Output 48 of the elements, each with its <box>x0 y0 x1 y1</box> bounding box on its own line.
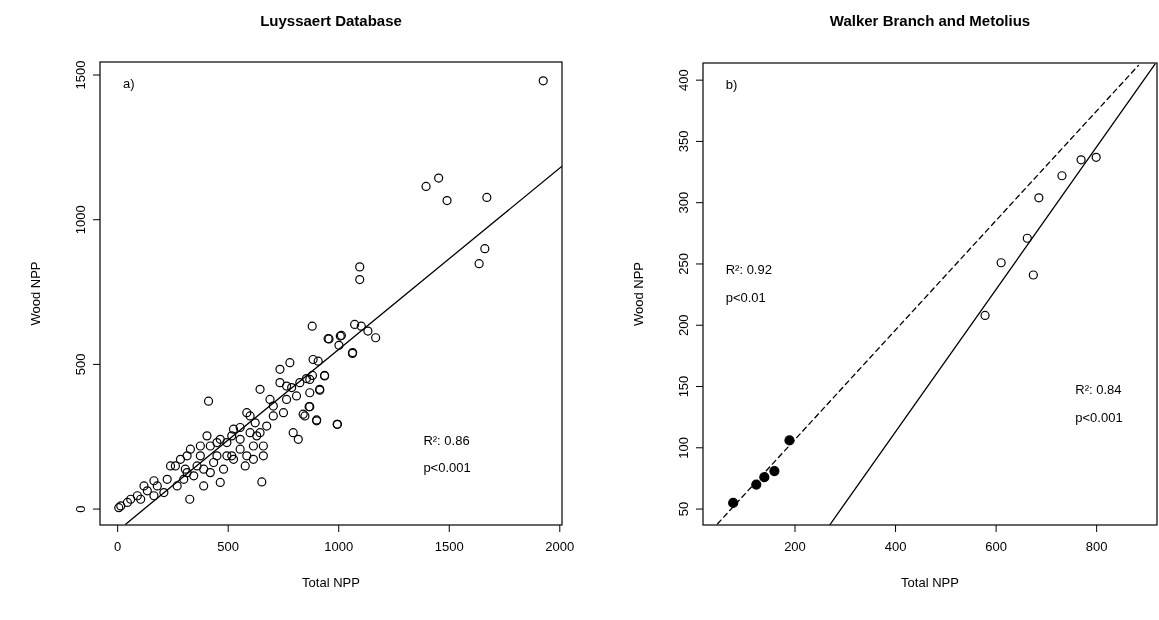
x-tick-label: 500 <box>217 539 240 554</box>
x-tick-label: 0 <box>114 539 122 554</box>
point <box>784 435 795 446</box>
y-axis-title: Wood NPP <box>631 261 646 327</box>
point <box>728 497 739 509</box>
annotation: R²: 0.84 <box>1075 382 1122 398</box>
chart-title: Walker Branch and Metolius <box>829 12 1031 29</box>
point <box>769 465 780 477</box>
x-tick-label: 1500 <box>434 539 464 554</box>
chart-title: Luyssaert Database <box>260 12 402 29</box>
point <box>1076 155 1086 165</box>
y-tick-label: 1000 <box>73 205 88 235</box>
point <box>1091 152 1101 162</box>
annotation: p<0.001 <box>423 460 471 476</box>
y-tick-label: 400 <box>676 69 691 92</box>
annotation: p<0.001 <box>1075 410 1123 426</box>
point <box>1028 270 1038 280</box>
x-tick-label: 400 <box>884 539 907 554</box>
y-tick-label: 250 <box>676 253 691 275</box>
y-tick-label: 300 <box>676 191 691 214</box>
annotation: a) <box>123 76 135 92</box>
x-tick-label: 200 <box>784 539 806 554</box>
point <box>759 472 770 483</box>
x-tick-label: 1000 <box>324 539 354 554</box>
point <box>1022 233 1032 243</box>
y-tick-label: 150 <box>676 375 691 398</box>
annotation: R²: 0.86 <box>423 433 470 449</box>
point <box>980 310 990 321</box>
x-tick-label: 600 <box>985 539 1007 554</box>
y-tick-label: 0 <box>73 505 88 513</box>
y-tick-label: 500 <box>73 353 88 376</box>
y-tick-label: 50 <box>676 501 691 517</box>
x-tick-label: 2000 <box>545 539 575 554</box>
point <box>751 479 762 490</box>
x-tick-label: 800 <box>1085 539 1108 554</box>
annotation: R²: 0.92 <box>725 262 772 278</box>
y-tick-label: 350 <box>676 130 691 153</box>
point <box>1057 171 1067 181</box>
y-axis-title: Wood NPP <box>28 261 43 326</box>
annotation: p<0.01 <box>725 290 766 306</box>
point <box>1034 193 1044 203</box>
x-axis-title: Total NPP <box>302 575 360 590</box>
y-tick-label: 1500 <box>73 60 88 90</box>
y-tick-label: 100 <box>676 436 691 459</box>
annotation: b) <box>725 77 738 93</box>
point <box>996 258 1006 268</box>
y-tick-label: 200 <box>676 314 691 337</box>
x-axis-title: Total NPP <box>901 575 959 590</box>
